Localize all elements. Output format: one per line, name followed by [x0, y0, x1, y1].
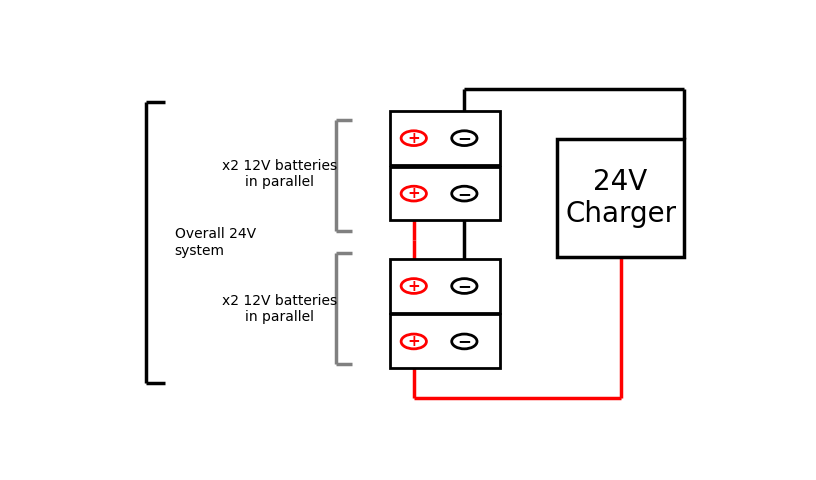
Text: +: +: [407, 131, 420, 145]
Text: +: +: [407, 278, 420, 293]
Text: +: +: [407, 334, 420, 349]
Text: −: −: [458, 129, 472, 147]
Text: x2 12V batteries
in parallel: x2 12V batteries in parallel: [221, 159, 337, 189]
Bar: [390, 111, 500, 165]
Text: +: +: [407, 186, 420, 201]
Text: −: −: [458, 333, 472, 350]
Bar: [557, 139, 684, 257]
Text: −: −: [458, 277, 472, 295]
Text: −: −: [458, 185, 472, 203]
Text: 24V
Charger: 24V Charger: [565, 168, 676, 228]
Bar: [390, 167, 500, 220]
Text: Overall 24V
system: Overall 24V system: [175, 228, 256, 257]
Bar: [390, 314, 500, 368]
Bar: [390, 259, 500, 312]
Text: x2 12V batteries
in parallel: x2 12V batteries in parallel: [221, 294, 337, 324]
